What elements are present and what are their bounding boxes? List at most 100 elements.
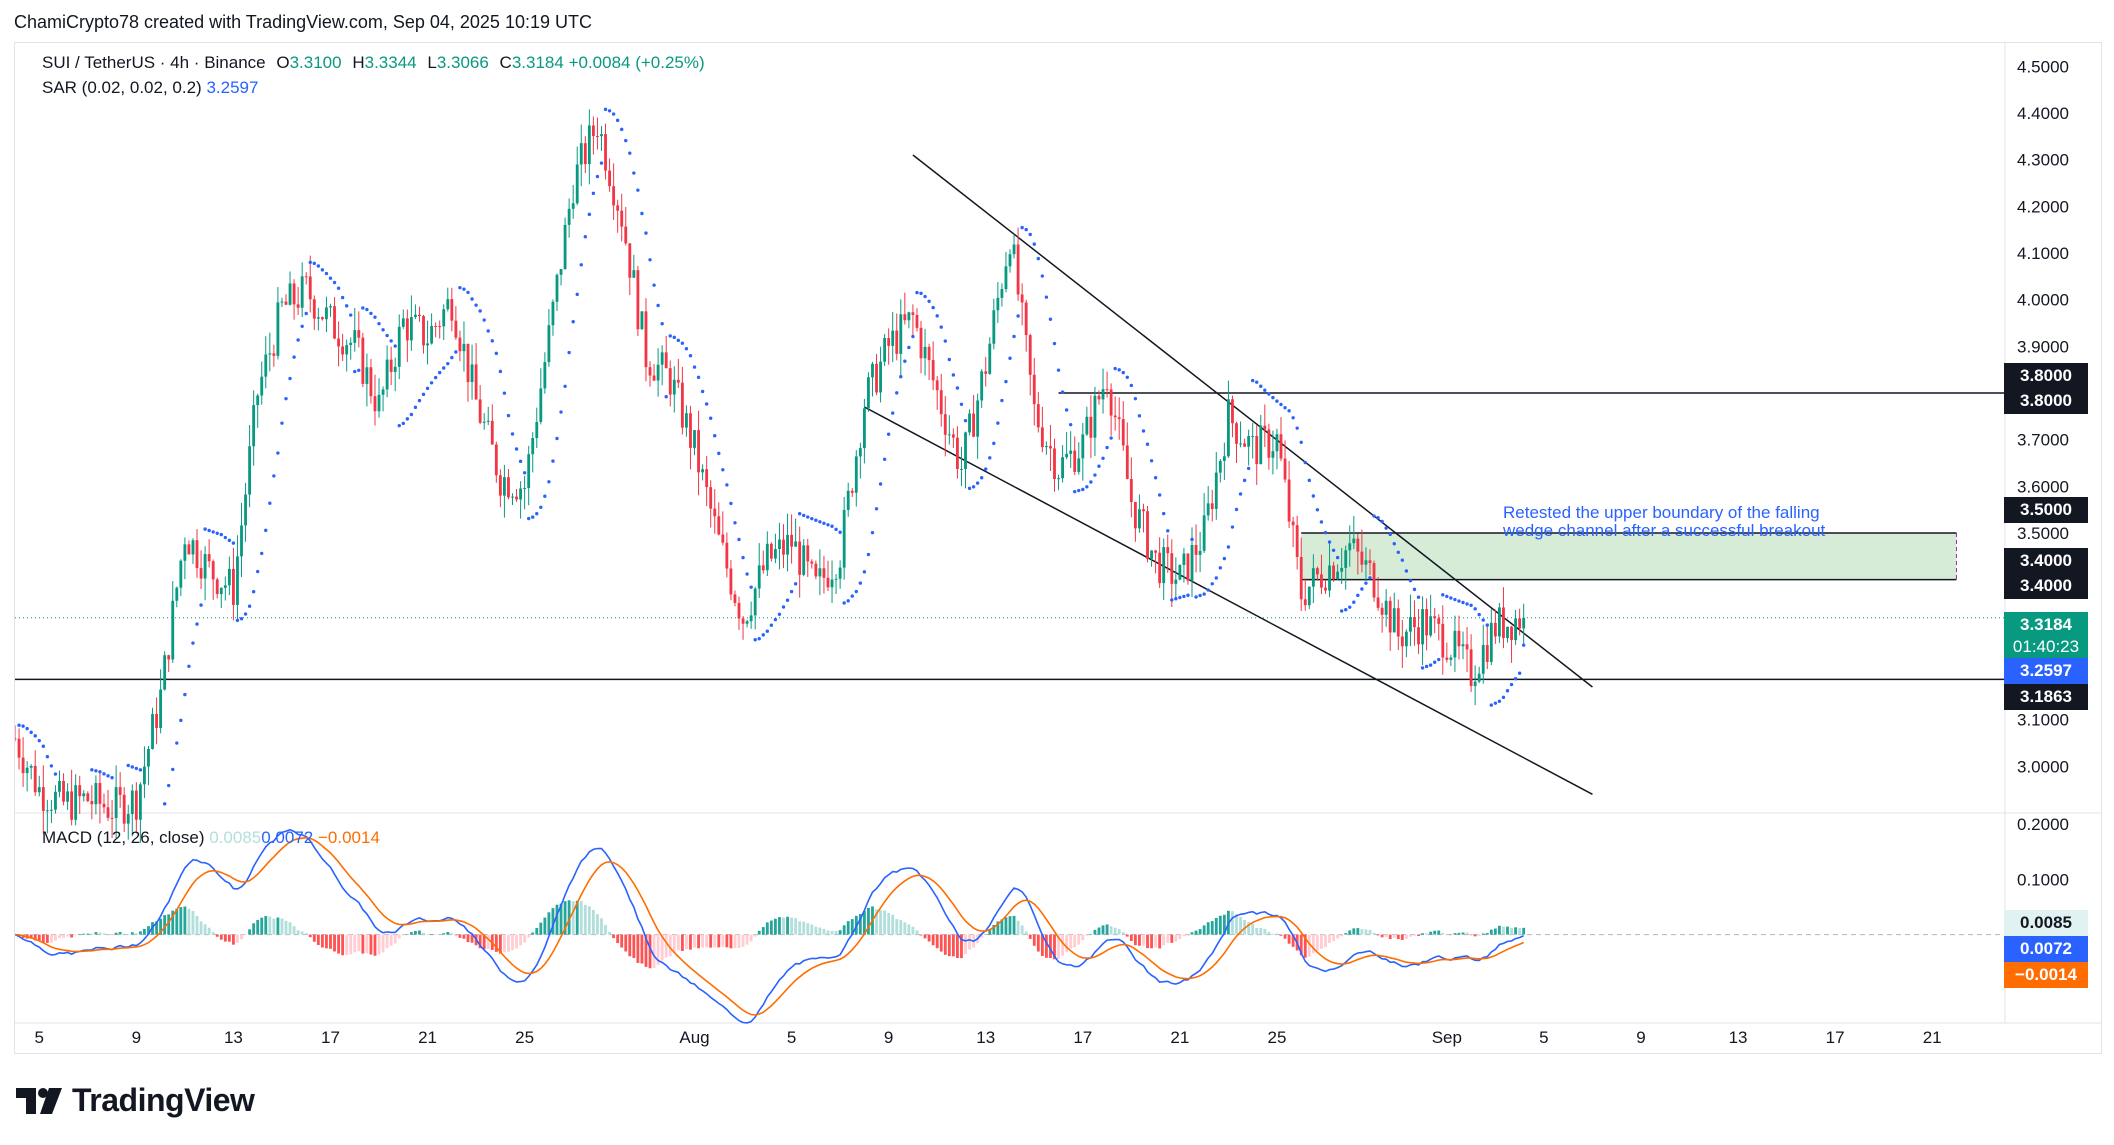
sar-legend[interactable]: SAR (0.02, 0.02, 0.2) 3.2597 [42,78,258,98]
candle-body [943,414,947,435]
wedge-upper-line [912,154,1593,688]
candle-body [474,364,478,400]
macd-histogram-bar [1409,934,1412,937]
chart-canvas[interactable]: 4.5000 4.4000 4.3000 4.2000 4.1000 4.0000 3.90… [15,43,2101,1053]
candle-body [956,437,959,469]
sar-dot [967,486,972,491]
candle-body [118,787,122,795]
time-axis-tick: 25 [515,1028,534,1047]
candle-body [733,594,737,603]
sar-dot [179,718,183,723]
macd-histogram-bar [1364,929,1368,935]
sar-dot [1388,532,1392,537]
sar-dot [704,402,709,406]
candle-body [830,579,834,588]
candle-body [988,343,992,374]
sar-dot [785,598,790,602]
candle-body [1320,574,1323,588]
macd-histogram-bar [1396,934,1400,940]
sar-price-tag: 3.2597 [2004,658,2088,684]
candle-body [325,307,328,320]
candle-body [114,787,118,818]
sar-dot [551,459,555,463]
sar-dot [466,290,470,295]
sar-dot [907,345,911,350]
sar-dot [1129,383,1134,388]
candle-body [1166,547,1170,554]
candle-body [1202,515,1206,551]
candle-body [252,405,256,447]
candle-body [86,793,90,802]
candle-body [527,454,531,489]
macd-histogram-bar [745,934,749,945]
macd-histogram-bar [761,927,765,935]
candle-body [486,420,490,422]
sar-dot [280,421,284,425]
candle-body [596,136,599,138]
candle-body [1348,543,1352,551]
candle-body [1461,644,1465,647]
sar-dot [1097,464,1101,468]
macd-panel [15,828,1526,1024]
candle-body [1036,404,1040,428]
time-axis-tick: 21 [1923,1028,1942,1047]
chart-frame[interactable]: 4.5000 4.4000 4.3000 4.2000 4.1000 4.0000 3.90… [14,42,2102,1054]
sar-dot [1303,460,1307,465]
macd-histogram-bar [1485,932,1489,935]
macd-histogram-bar [377,934,381,955]
sar-dot [611,112,616,116]
macd-histogram-bar [1380,934,1384,938]
sar-dot [1008,356,1012,360]
candle-body [794,541,798,547]
macd-histogram-bar [632,934,636,959]
sar-dot [1469,603,1473,608]
sar-dot [328,276,333,280]
macd-legend[interactable]: MACD (12, 26, close) 0.00850.0072 −0.001… [42,828,380,848]
sar-dot [1356,593,1360,598]
sar-dot [1404,569,1409,573]
tradingview-logo[interactable]: TradingView [16,1082,255,1119]
sar-dot [304,311,308,316]
candle-body [1073,450,1077,472]
retest-annotation[interactable]: Retested the upper boundary of the falli… [1503,504,1825,540]
macd-histogram-bar [86,933,90,935]
candle-body [426,343,429,346]
sar-dot [1428,663,1433,667]
macd-histogram-bar [656,934,660,965]
sar-dot [17,723,21,727]
sar-dot [1056,368,1061,372]
macd-histogram-bar [167,914,171,935]
macd-histogram-bar [676,934,680,951]
macd-histogram-bar [29,934,33,939]
macd-histogram-bar [1231,911,1234,935]
sar-dot [543,494,547,498]
sar-dot [1161,511,1166,516]
sar-dot [235,618,240,623]
macd-histogram-bar [591,910,595,935]
candle-body [1502,607,1505,639]
last-price-tag: 3.3184 [2004,612,2088,638]
candle-body [737,602,741,619]
macd-histogram-bar [1457,932,1461,935]
macd-histogram-bar [547,912,551,935]
macd-histogram-bar [1065,934,1069,953]
sar-dot [1505,689,1510,693]
macd-histogram-bar [919,934,923,936]
sar-dot [1497,699,1502,703]
sar-dot [292,355,296,359]
macd-histogram-bar [907,924,911,935]
sar-dot [1457,599,1461,603]
macd-histogram-bar [1506,926,1509,935]
sar-dot [454,350,458,354]
annotation-line-2: wedge channel after a successful breakou… [1503,521,1826,540]
macd-histogram-bar [320,934,324,948]
candle-body [418,314,421,317]
candle-body [1000,289,1004,298]
macd-histogram-bar [1129,934,1133,941]
sar-dot [531,515,535,519]
macd-histogram-bar [203,924,207,935]
macd-histogram-bar [1028,934,1032,939]
sar-dot [721,468,725,472]
macd-histogram-bar [1453,933,1457,935]
candle-body [15,738,17,740]
